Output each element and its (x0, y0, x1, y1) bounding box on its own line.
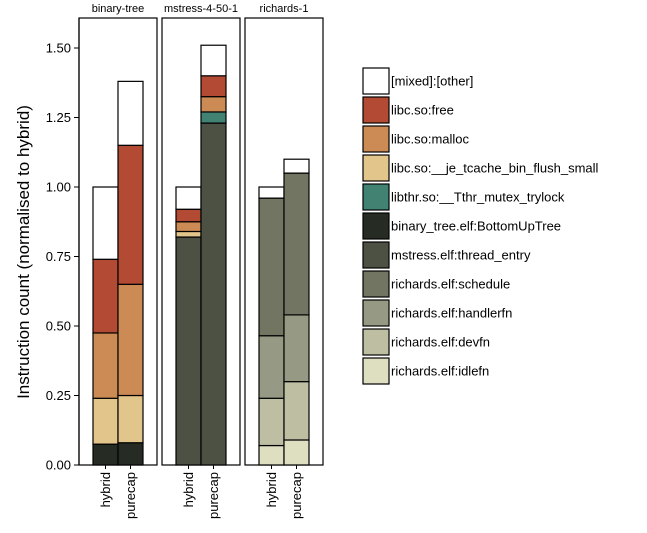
facet-label-binary-tree: binary-tree (92, 3, 145, 15)
x-tick-label: hybrid (264, 472, 279, 507)
bar-segment-libc-so-free (200, 75, 227, 98)
legend-item: libc.so:malloc (362, 125, 470, 153)
bar-segment-libc-so-free (175, 208, 202, 223)
bar-segment-richards-elf-idlefn (258, 444, 285, 466)
legend-swatch (362, 328, 390, 356)
bar-mstress-4-50-1-purecap (200, 44, 227, 466)
bar-segment-libc-so-malloc (92, 332, 119, 399)
x-tick-label: hybrid (181, 472, 196, 507)
bar-richards-1-hybrid (258, 186, 285, 466)
bar-segment-richards-elf-handlerfn (258, 335, 285, 399)
bar-binary-tree-purecap (117, 80, 144, 466)
bar-segment--mixed-other- (117, 80, 144, 146)
bar-segment--mixed-other- (175, 186, 202, 210)
legend-swatch (362, 299, 390, 327)
legend-item: richards.elf:devfn (362, 328, 490, 356)
bar-segment-mstress-elf-thread-entry (200, 122, 227, 466)
bar-segment-libc-so-free (117, 144, 144, 285)
legend-label: binary_tree.elf:BottomUpTree (391, 219, 561, 234)
bar-segment-libc-so-malloc (200, 96, 227, 113)
bar-segment-libc-so-je-tcache-bin-flush-small (92, 397, 119, 445)
bar-segment-richards-elf-schedule (283, 172, 310, 316)
bar-richards-1-purecap (283, 158, 310, 466)
legend-label: libc.so:malloc (391, 132, 470, 147)
legend-swatch (362, 183, 390, 211)
legend-swatch (362, 357, 390, 385)
legend-item: libc.so:__je_tcache_bin_flush_small (362, 154, 599, 182)
bar-segment-binary-tree-elf-bottomuptree (117, 442, 144, 466)
facet-strips: binary-tree mstress-4-50-1 richards-1 (92, 3, 309, 15)
bar-mstress-4-50-1-hybrid (175, 186, 202, 466)
legend-swatch (362, 270, 390, 298)
legend-item: libthr.so:__Tthr_mutex_trylock (362, 183, 565, 211)
bar-segment--mixed-other- (258, 186, 285, 199)
bar-segment-libc-so-je-tcache-bin-flush-small (175, 230, 202, 238)
x-tick-label: purecap (289, 472, 304, 519)
x-tick-label: hybrid (98, 472, 113, 507)
y-tick-label: 0.00 (46, 458, 71, 473)
legend-label: richards.elf:devfn (391, 335, 490, 350)
facet-label-mstress-4-50-1: mstress-4-50-1 (164, 3, 238, 15)
bar-binary-tree-hybrid (92, 186, 119, 466)
legend-label: richards.elf:idlefn (391, 364, 489, 379)
legend-item: [mixed]:[other] (362, 67, 473, 95)
legend-item: mstress.elf:thread_entry (362, 241, 531, 269)
legend-item: richards.elf:idlefn (362, 357, 489, 385)
legend: [mixed]:[other] libc.so:free libc.so:mallo… (362, 67, 599, 385)
bar-segment-mstress-elf-thread-entry (175, 236, 202, 466)
bar-segment-richards-elf-handlerfn (283, 314, 310, 383)
bar-segment--mixed-other- (200, 44, 227, 77)
legend-item: libc.so:free (362, 96, 454, 124)
legend-label: libc.so:__je_tcache_bin_flush_small (391, 161, 599, 176)
y-tick-label: 0.50 (46, 319, 71, 334)
bar-segment-libc-so-malloc (117, 283, 144, 397)
y-tick-label: 1.25 (46, 110, 71, 125)
bar-segment--mixed-other- (92, 186, 119, 260)
legend-swatch (362, 96, 390, 124)
y-tick-label: 0.75 (46, 249, 71, 264)
legend-label: [mixed]:[other] (391, 74, 473, 89)
legend-swatch (362, 67, 390, 95)
bar-segment-binary-tree-elf-bottomuptree (92, 443, 119, 466)
bar-segment-libthr-so-tthr-mutex-trylock (200, 111, 227, 124)
y-tick-label: 1.00 (46, 180, 71, 195)
legend-label: mstress.elf:thread_entry (391, 248, 531, 263)
y-tick-label: 0.25 (46, 388, 71, 403)
facet-label-richards-1: richards-1 (260, 3, 309, 15)
legend-item: richards.elf:handlerfn (362, 299, 512, 327)
bar-segment-libc-so-free (92, 258, 119, 334)
bar-segment-richards-elf-devfn (258, 397, 285, 447)
legend-item: binary_tree.elf:BottomUpTree (362, 212, 561, 240)
legend-swatch (362, 154, 390, 182)
y-axis: 0.00 0.25 0.50 0.75 1.00 1.25 1.50 (46, 18, 80, 473)
x-tick-label: purecap (206, 472, 221, 519)
panels (78, 17, 324, 466)
y-axis-label: Instruction count (normalised to hybrid) (14, 105, 33, 399)
x-tick-label: purecap (123, 472, 138, 519)
legend-swatch (362, 212, 390, 240)
bar-segment-libc-so-je-tcache-bin-flush-small (117, 394, 144, 444)
legend-item: richards.elf:schedule (362, 270, 510, 298)
bar-segment-richards-elf-devfn (283, 381, 310, 441)
y-tick-label: 1.50 (46, 41, 71, 56)
bar-segment-richards-elf-schedule (258, 197, 285, 337)
legend-label: richards.elf:schedule (391, 277, 510, 292)
x-axis: hybrid purecap hybrid purecap hybrid purecap (98, 465, 304, 519)
legend-label: libthr.so:__Tthr_mutex_trylock (391, 190, 565, 205)
legend-label: libc.so:free (391, 103, 454, 118)
legend-swatch (362, 125, 390, 153)
bar-segment-libc-so-malloc (175, 221, 202, 233)
legend-swatch (362, 241, 390, 269)
bar-segment--mixed-other- (283, 158, 310, 174)
legend-label: richards.elf:handlerfn (391, 306, 512, 321)
bar-segment-richards-elf-idlefn (283, 439, 310, 466)
